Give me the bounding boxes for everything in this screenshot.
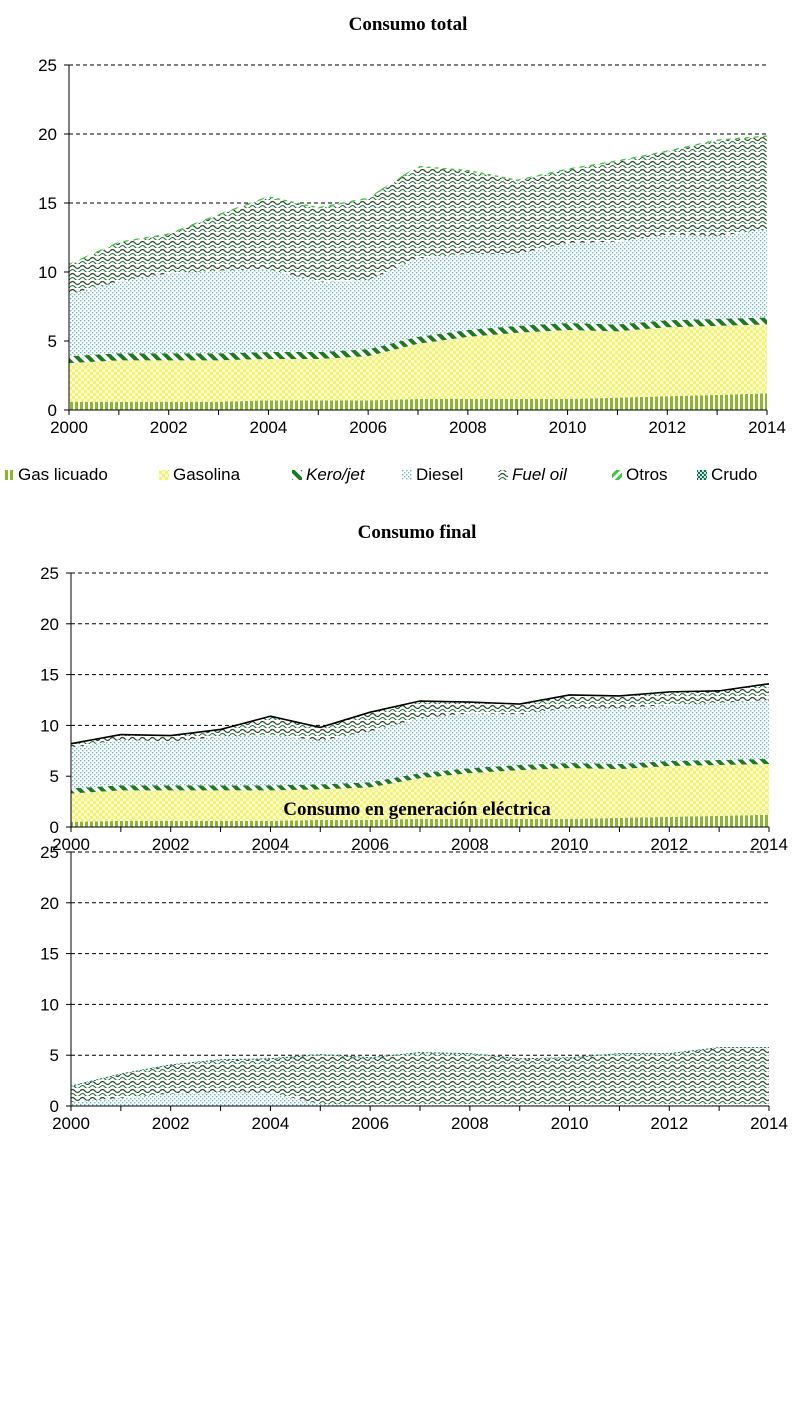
y-tick-label-15: 15	[40, 945, 59, 964]
legend: Gas licuado Gasolina Kero/jet Diesel Fuel oi…	[4, 465, 757, 484]
legend-swatch	[292, 470, 302, 480]
x-tick-label-2000: 2000	[52, 1114, 90, 1133]
x-tick-label-2006: 2006	[349, 418, 387, 437]
x-tick-label-2012: 2012	[648, 418, 686, 437]
y-tick-label-20: 20	[38, 125, 57, 144]
legend-swatch	[498, 470, 508, 480]
legend-swatch	[612, 470, 622, 480]
y-tick-label-15: 15	[40, 666, 59, 685]
chart-title: Consumo total	[349, 14, 468, 35]
x-tick-label-2000: 2000	[52, 835, 90, 854]
y-tick-label-5: 5	[50, 767, 59, 786]
legend-item-otros: Otros	[612, 465, 668, 484]
x-tick-label-2004: 2004	[252, 835, 290, 854]
x-tick-label-2010: 2010	[551, 835, 589, 854]
legend-label: Fuel oil	[512, 465, 568, 484]
y-tick-label-25: 25	[40, 564, 59, 583]
x-tick-label-2000: 2000	[50, 418, 88, 437]
y-tick-label-0: 0	[50, 1097, 59, 1116]
x-tick-label-2006: 2006	[351, 835, 389, 854]
area-diesel	[71, 1091, 769, 1106]
area-gasolina	[69, 324, 767, 402]
x-tick-label-2002: 2002	[150, 418, 188, 437]
legend-label: Otros	[626, 465, 668, 484]
x-tick-label-2010: 2010	[551, 1114, 589, 1133]
x-tick-label-2004: 2004	[250, 418, 288, 437]
legend-swatch	[402, 470, 412, 480]
area-fuel-oil	[71, 683, 769, 748]
x-tick-label-2002: 2002	[152, 835, 190, 854]
legend-swatch	[4, 470, 14, 480]
area-kero-jet	[69, 317, 767, 364]
x-tick-label-2004: 2004	[252, 1114, 290, 1133]
total-line	[70, 682, 770, 745]
legend-label: Kero/jet	[306, 465, 366, 484]
legend-item-fuel-oil: Fuel oil	[498, 465, 568, 484]
legend-label: Gasolina	[173, 465, 241, 484]
area-gas-licuado	[69, 393, 767, 410]
legend-swatch	[159, 470, 169, 480]
y-tick-label-20: 20	[40, 894, 59, 913]
chart-title: Consumo final	[358, 522, 477, 543]
area-diesel	[71, 700, 769, 789]
legend-item-crudo: Crudo	[697, 465, 757, 484]
y-tick-label-25: 25	[40, 843, 59, 862]
legend-label: Crudo	[711, 465, 757, 484]
area-gas-licuado	[71, 814, 769, 827]
y-tick-label-10: 10	[40, 995, 59, 1014]
x-tick-label-2008: 2008	[451, 1114, 489, 1133]
y-tick-label-5: 5	[48, 332, 57, 351]
area-gasolina	[71, 764, 769, 822]
legend-item-gas-licuado: Gas licuado	[4, 465, 108, 484]
area-fuel-oil	[71, 1048, 769, 1105]
x-tick-label-2010: 2010	[549, 418, 587, 437]
x-tick-label-2014: 2014	[750, 835, 788, 854]
y-tick-label-25: 25	[38, 56, 57, 75]
legend-label: Gas licuado	[18, 465, 108, 484]
legend-label: Diesel	[416, 465, 463, 484]
chart-panel-2: Consumo final 0 5 10 15 20 25 2000 2002 2004 2006 2…	[40, 522, 788, 854]
y-tick-label-5: 5	[50, 1046, 59, 1065]
x-tick-label-2012: 2012	[650, 1114, 688, 1133]
x-tick-label-2014: 2014	[750, 1114, 788, 1133]
legend-item-kero-jet: Kero/jet	[292, 465, 366, 484]
area-kero-jet	[71, 758, 769, 794]
legend-swatch	[697, 470, 707, 480]
x-tick-label-2008: 2008	[449, 418, 487, 437]
legend-item-diesel: Diesel	[402, 465, 463, 484]
y-tick-label-10: 10	[38, 263, 57, 282]
x-tick-label-2014: 2014	[748, 418, 786, 437]
y-tick-label-10: 10	[40, 716, 59, 735]
y-tick-label-20: 20	[40, 615, 59, 634]
x-tick-label-2008: 2008	[451, 835, 489, 854]
y-tick-label-0: 0	[50, 818, 59, 837]
y-tick-label-0: 0	[48, 401, 57, 420]
chart-title: Consumo en generación eléctrica	[283, 799, 551, 820]
y-tick-label-15: 15	[38, 194, 57, 213]
legend-item-gasolina: Gasolina	[159, 465, 241, 484]
x-tick-label-2012: 2012	[650, 835, 688, 854]
x-tick-label-2006: 2006	[351, 1114, 389, 1133]
chart-panel-1: Consumo total 0 5 10 15 20 25 2000 2002 2004 2006 2…	[38, 14, 786, 437]
area-diesel	[69, 229, 767, 357]
chart-panel-3: Consumo en generación eléctrica 0 5 10 15 20 2…	[40, 799, 788, 1133]
x-tick-label-2002: 2002	[152, 1114, 190, 1133]
area-fuel-oil	[69, 136, 767, 295]
